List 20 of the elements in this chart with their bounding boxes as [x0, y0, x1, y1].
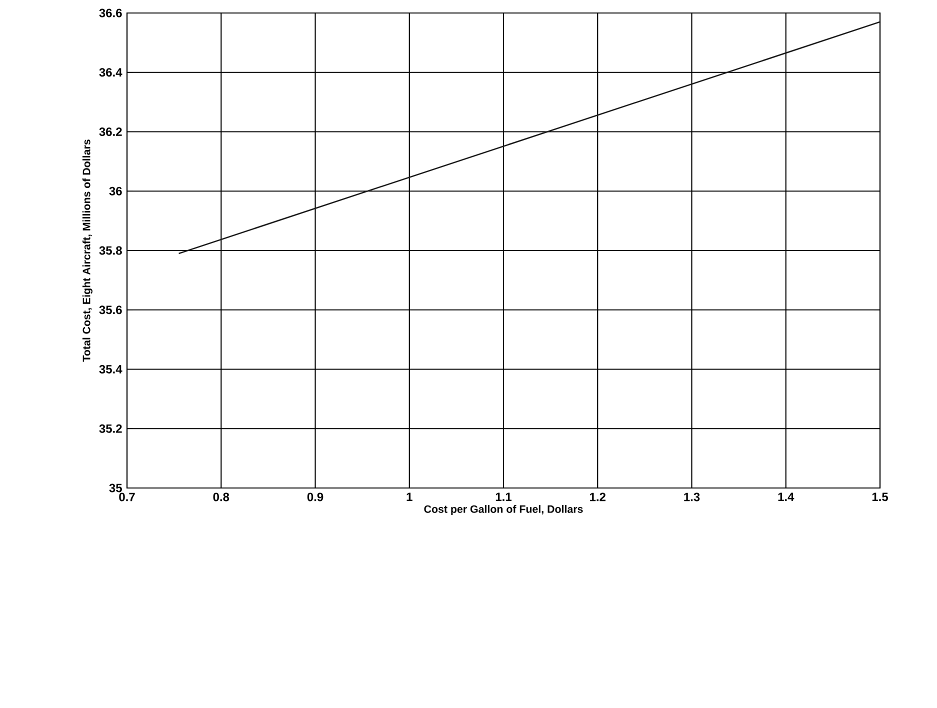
- x-tick-label: 1.1: [496, 492, 512, 501]
- y-tick-label: 36.6: [99, 8, 122, 18]
- y-tick-label: 36: [109, 186, 122, 196]
- y-axis-title: Total Cost, Eight Aircraft, Millions of Dollars: [82, 140, 92, 362]
- x-tick-label: 1.2: [590, 492, 606, 502]
- x-tick-label: 1.4: [778, 492, 794, 501]
- y-tick-label: 35: [109, 484, 122, 492]
- x-tick-label: 0.7: [119, 492, 135, 502]
- x-tick-label: 0.9: [307, 492, 324, 502]
- y-tick-label: 35.8: [99, 246, 122, 255]
- x-tick-label: 1.3: [684, 492, 700, 502]
- y-tick-label: 36.4: [99, 68, 122, 77]
- y-tick-label: 35.2: [99, 424, 122, 433]
- y-tick-label: 36.2: [99, 127, 122, 136]
- x-tick-label: 1.5: [872, 492, 888, 502]
- y-tick-label: 35.6: [99, 306, 122, 314]
- y-tick-label: 35.4: [99, 364, 122, 374]
- x-tick-label: 1: [406, 492, 412, 501]
- x-tick-label: 0.8: [213, 492, 230, 502]
- x-axis-title: Cost per Gallon of Fuel, Dollars: [424, 505, 583, 515]
